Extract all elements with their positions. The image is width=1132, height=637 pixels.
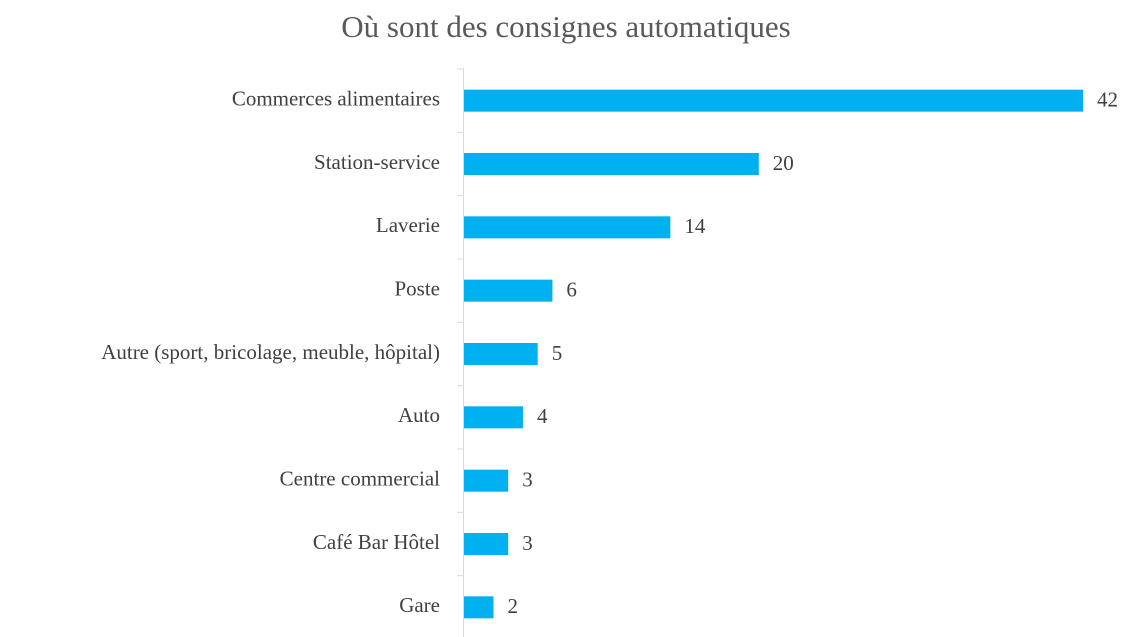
- bar: [464, 153, 759, 175]
- value-label: 3: [522, 467, 533, 491]
- bar: [464, 216, 671, 239]
- category-label: Poste: [394, 276, 440, 300]
- category-label: Auto: [398, 403, 440, 427]
- category-label: Autre (sport, bricolage, meuble, hôpital…: [101, 340, 440, 364]
- chart-title: Où sont des consignes automatiques: [341, 9, 790, 44]
- bar: [464, 343, 538, 365]
- category-label: Commerces alimentaires: [232, 86, 440, 110]
- value-label: 14: [684, 214, 706, 238]
- bar: [464, 469, 509, 492]
- category-label: Café Bar Hôtel: [313, 530, 440, 554]
- category-label: Station-service: [314, 150, 440, 174]
- category-label: Laverie: [376, 213, 440, 237]
- bar: [464, 406, 523, 429]
- value-label: 42: [1097, 87, 1118, 111]
- value-label: 5: [552, 341, 563, 365]
- bar: [464, 533, 509, 555]
- bar: [464, 279, 553, 302]
- value-label: 3: [522, 531, 533, 555]
- bar: [464, 596, 494, 619]
- value-label: 2: [507, 594, 518, 618]
- bar: [464, 89, 1083, 112]
- value-label: 4: [537, 404, 548, 428]
- category-label: Centre commercial: [280, 466, 441, 490]
- value-label: 20: [773, 151, 794, 175]
- value-label: 6: [566, 277, 577, 301]
- category-label: Gare: [399, 593, 440, 617]
